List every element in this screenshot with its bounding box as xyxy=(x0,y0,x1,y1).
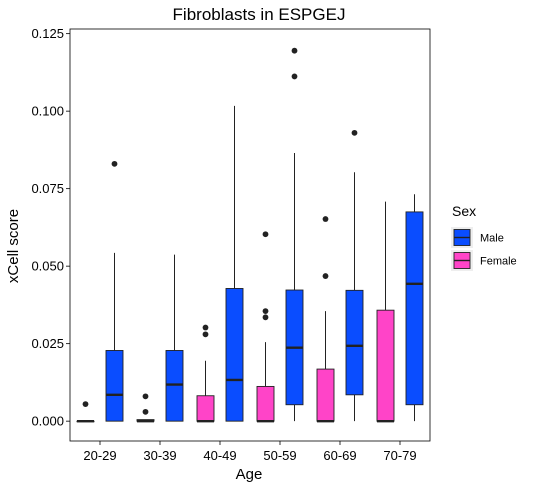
box-female-20-29 xyxy=(76,401,95,423)
box-male-70-79 xyxy=(405,194,424,422)
box-female-40-49 xyxy=(196,324,215,423)
y-tick-label: 0.125 xyxy=(31,26,64,41)
outlier-point xyxy=(351,129,358,136)
outlier-point xyxy=(142,393,149,400)
y-tick-label: 0.000 xyxy=(31,414,64,429)
outlier-point xyxy=(262,231,269,238)
x-tick-label: 70-79 xyxy=(383,448,416,463)
plot-panel xyxy=(69,28,431,442)
plot-area xyxy=(69,28,431,442)
legend-item-male: Male xyxy=(451,227,504,248)
box-body xyxy=(376,309,395,422)
box-body xyxy=(225,288,244,422)
outlier-point xyxy=(322,216,329,222)
outlier-point xyxy=(111,160,118,167)
y-axis-title: xCell score xyxy=(5,209,22,283)
box-body xyxy=(196,395,215,422)
box-male-40-49 xyxy=(225,105,244,422)
x-axis-title: Age xyxy=(236,466,263,483)
outlier-point xyxy=(262,308,269,315)
box-body xyxy=(105,350,124,422)
box-body xyxy=(256,385,275,422)
y-tick-label: 0.050 xyxy=(31,259,64,274)
box-female-30-39 xyxy=(136,393,155,423)
y-tick-label: 0.100 xyxy=(31,104,64,119)
outlier-point xyxy=(291,73,298,80)
box-female-60-69 xyxy=(316,216,335,423)
outlier-point xyxy=(202,331,209,338)
box-male-20-29 xyxy=(105,160,124,422)
series-male xyxy=(105,47,424,422)
outlier-point xyxy=(142,408,149,415)
chart-title: Fibroblasts in ESPGEJ xyxy=(173,5,346,24)
x-axis: 20-29 30-39 40-49 50-59 60-69 70-79 xyxy=(83,441,417,463)
x-tick-label: 60-69 xyxy=(323,448,356,463)
outlier-point xyxy=(262,314,269,321)
x-tick-label: 20-29 xyxy=(83,448,116,463)
y-axis: 0.000 0.025 0.050 0.075 0.100 0.125 xyxy=(31,26,70,429)
box-female-50-59 xyxy=(256,231,275,423)
box-body xyxy=(345,289,364,396)
x-tick-label: 30-39 xyxy=(143,448,176,463)
legend-label: Female xyxy=(480,256,517,268)
outlier-point xyxy=(202,324,209,331)
legend-title: Sex xyxy=(452,203,476,219)
y-tick-label: 0.025 xyxy=(31,336,64,351)
box-body xyxy=(405,211,424,406)
outlier-point xyxy=(82,401,89,408)
x-tick-label: 50-59 xyxy=(263,448,296,463)
y-tick-label: 0.075 xyxy=(31,181,64,196)
box-body xyxy=(165,350,184,422)
box-female-70-79 xyxy=(376,201,395,423)
box-body xyxy=(316,368,335,422)
legend: Sex Male Female xyxy=(451,203,517,271)
box-male-50-59 xyxy=(285,47,304,422)
box-male-60-69 xyxy=(345,129,364,422)
legend-item-female: Female xyxy=(451,250,517,271)
series-female xyxy=(76,201,395,423)
outlier-point xyxy=(291,47,298,54)
x-tick-label: 40-49 xyxy=(203,448,236,463)
box-male-30-39 xyxy=(165,254,184,422)
outlier-point xyxy=(322,273,329,279)
legend-label: Male xyxy=(480,233,504,245)
